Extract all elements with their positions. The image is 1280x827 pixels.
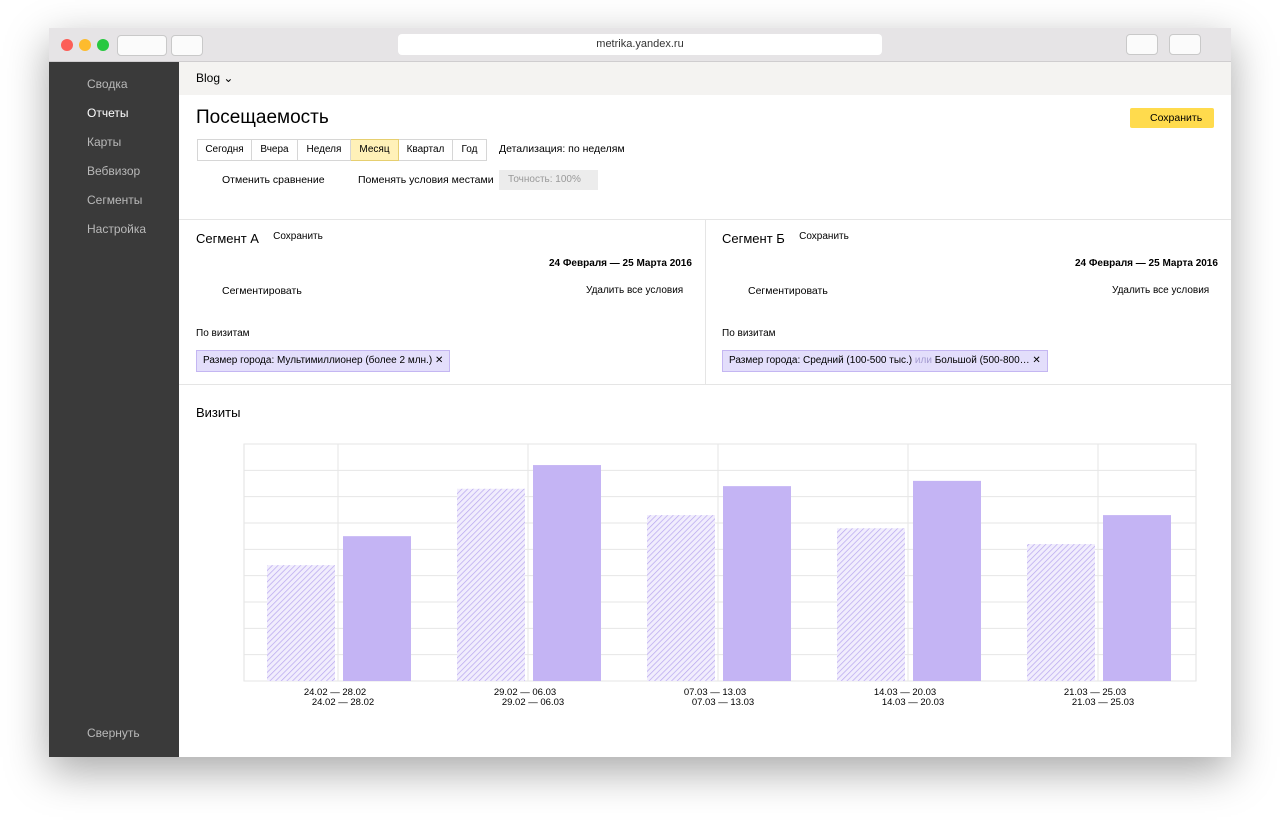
segment-title: Сегмент А: [196, 231, 259, 246]
segment-title: Сегмент Б: [722, 231, 785, 246]
nav-item[interactable]: Карты: [87, 135, 122, 149]
x-tick-label: 29.02 — 06.03: [494, 687, 556, 698]
condition: Размер города: Мультимиллионер (более 2 …: [203, 355, 433, 366]
x-tick-label: 29.02 — 06.03: [502, 697, 564, 708]
condition: Размер города: Средний (100-500 тыс.): [729, 355, 913, 366]
collapse[interactable]: Свернуть: [87, 726, 140, 740]
minimize[interactable]: [79, 39, 91, 51]
x-tick-label: 07.03 — 13.03: [684, 687, 746, 698]
nav-item[interactable]: Настройка: [87, 222, 147, 236]
period[interactable]: Квартал: [399, 139, 453, 161]
report-title: Посещаемость: [196, 107, 329, 128]
divider: [179, 384, 1231, 385]
site-name: Blog: [196, 71, 221, 85]
period[interactable]: Неделя: [298, 139, 351, 161]
by-visits: По визитам: [196, 328, 250, 339]
share[interactable]: [1126, 34, 1158, 55]
period[interactable]: Сегодня: [197, 139, 252, 161]
bar: [837, 528, 905, 681]
condition-chip[interactable]: Размер города: Средний (100-500 тыс.) ил…: [722, 350, 1048, 372]
nav-item[interactable]: Отчеты: [87, 106, 129, 120]
x-tick-label: 14.03 — 20.03: [874, 687, 936, 698]
period[interactable]: Месяц: [351, 139, 399, 161]
condition-chip[interactable]: Размер города: Мультимиллионер (более 2 …: [196, 350, 451, 372]
bar: [723, 486, 791, 681]
nav-item[interactable]: Сегменты: [87, 193, 143, 207]
bar: [267, 565, 335, 681]
x-tick-label: 21.03 — 25.03: [1064, 687, 1126, 698]
browser-window: metrika.yandex.ru Сводка Отчеты Карты Ве…: [49, 28, 1231, 757]
segment-button[interactable]: Сегментировать: [222, 285, 302, 297]
tabs[interactable]: [1169, 34, 1201, 55]
period[interactable]: Год: [453, 139, 487, 161]
address-bar[interactable]: metrika.yandex.ru: [398, 34, 882, 55]
bar: [1027, 544, 1095, 681]
segment-button[interactable]: Сегментировать: [748, 285, 828, 297]
divider: [705, 219, 706, 384]
sidebar: Сводка Отчеты Карты Вебвизор Сегменты На…: [49, 62, 179, 757]
accuracy[interactable]: Точность: 100%: [499, 170, 598, 190]
bar: [647, 515, 715, 681]
zoom[interactable]: [97, 39, 109, 51]
header: Blog ⌄: [179, 62, 1231, 95]
delete-conditions[interactable]: Удалить все условия: [586, 285, 684, 296]
sidebar-toggle[interactable]: [171, 35, 203, 56]
x-tick-label: 21.03 — 25.03: [1072, 697, 1134, 708]
condition: Большой (500-800…: [934, 355, 1030, 366]
nav-item[interactable]: Сводка: [87, 77, 128, 91]
date-range[interactable]: 24 Февраля — 25 Марта 2016: [1075, 258, 1218, 269]
nav-buttons[interactable]: [117, 35, 167, 56]
bar: [343, 536, 411, 681]
chart: 24.02 — 28.02 29.02 — 06.03 07.03 — 13.03 1…: [243, 443, 1197, 708]
chart-title: Визиты: [196, 405, 241, 420]
delete-conditions[interactable]: Удалить все условия: [1112, 285, 1210, 296]
site-selector[interactable]: Blog ⌄: [196, 71, 234, 85]
x-tick-label: 14.03 — 20.03: [882, 697, 944, 708]
cancel-compare[interactable]: Отменить сравнение: [222, 174, 325, 186]
segment-save[interactable]: Сохранить: [266, 227, 330, 247]
url: metrika.yandex.ru: [596, 38, 684, 50]
period[interactable]: Вчера: [252, 139, 298, 161]
nav-item[interactable]: Вебвизор: [87, 164, 141, 178]
by-visits: По визитам: [722, 328, 776, 339]
bar: [457, 488, 525, 681]
x-tick-label: 24.02 — 28.02: [312, 697, 374, 708]
period-tabs: Сегодня Вчера Неделя Месяц Квартал Год: [197, 139, 487, 161]
segment-save[interactable]: Сохранить: [792, 227, 856, 247]
x-tick-label: 24.02 — 28.02: [304, 687, 366, 698]
x-tick-label: 07.03 — 13.03: [692, 697, 754, 708]
save-button[interactable]: Сохранить: [1130, 108, 1214, 128]
title-bar: metrika.yandex.ru: [49, 28, 1231, 62]
swap[interactable]: Поменять условия местами: [358, 174, 494, 186]
detail[interactable]: Детализация: по неделям: [499, 143, 625, 155]
or: или: [914, 355, 932, 366]
bar: [533, 465, 601, 681]
bar: [913, 480, 981, 681]
close[interactable]: [61, 39, 73, 51]
bar: [1103, 515, 1171, 681]
date-range[interactable]: 24 Февраля — 25 Марта 2016: [549, 258, 692, 269]
